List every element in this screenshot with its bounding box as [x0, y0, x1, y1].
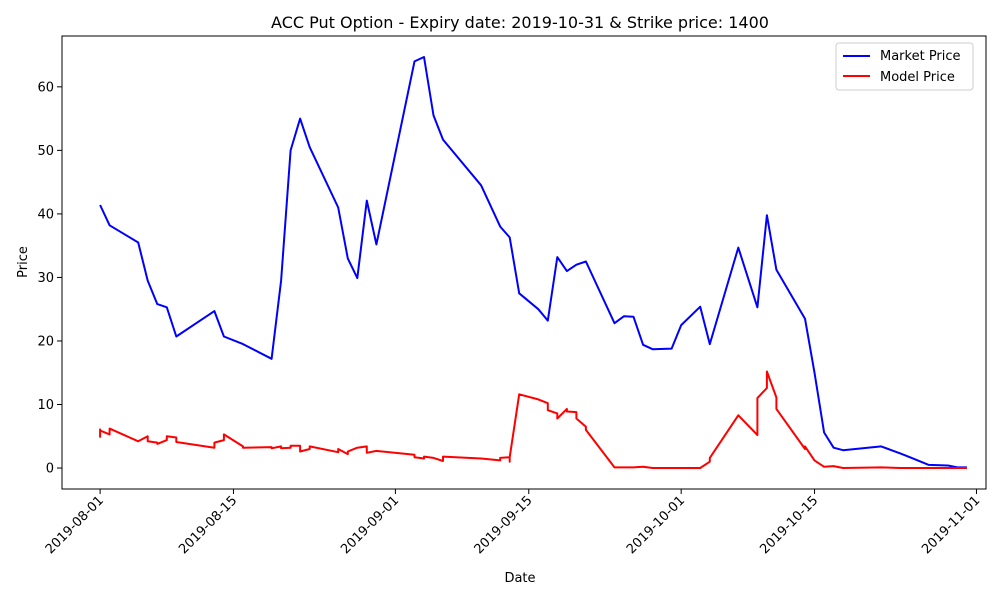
y-tick-label: 40 — [37, 207, 54, 222]
series-line-model-price — [99, 370, 967, 469]
plot-lines — [99, 56, 967, 469]
y-tick-label: 0 — [46, 462, 54, 477]
legend-label-market-price: Market Price — [880, 49, 961, 64]
y-tick-label: 60 — [37, 80, 54, 95]
legend-box — [835, 42, 974, 91]
series-line-market-price — [99, 56, 967, 469]
legend: Market Price Model Price — [835, 42, 974, 91]
x-axis-label: Date — [504, 571, 535, 586]
plot-frame — [61, 35, 987, 490]
legend-label-model-price: Model Price — [880, 70, 955, 85]
chart-title: ACC Put Option - Expiry date: 2019-10-31… — [271, 13, 769, 32]
y-tick-label: 30 — [37, 271, 54, 286]
y-tick-label: 50 — [37, 144, 54, 159]
y-tick-label: 20 — [37, 334, 54, 349]
y-axis-ticks: 0 10 20 30 40 50 60 — [37, 80, 62, 477]
y-axis-label: Price — [16, 246, 31, 278]
y-tick-label: 10 — [37, 398, 54, 413]
